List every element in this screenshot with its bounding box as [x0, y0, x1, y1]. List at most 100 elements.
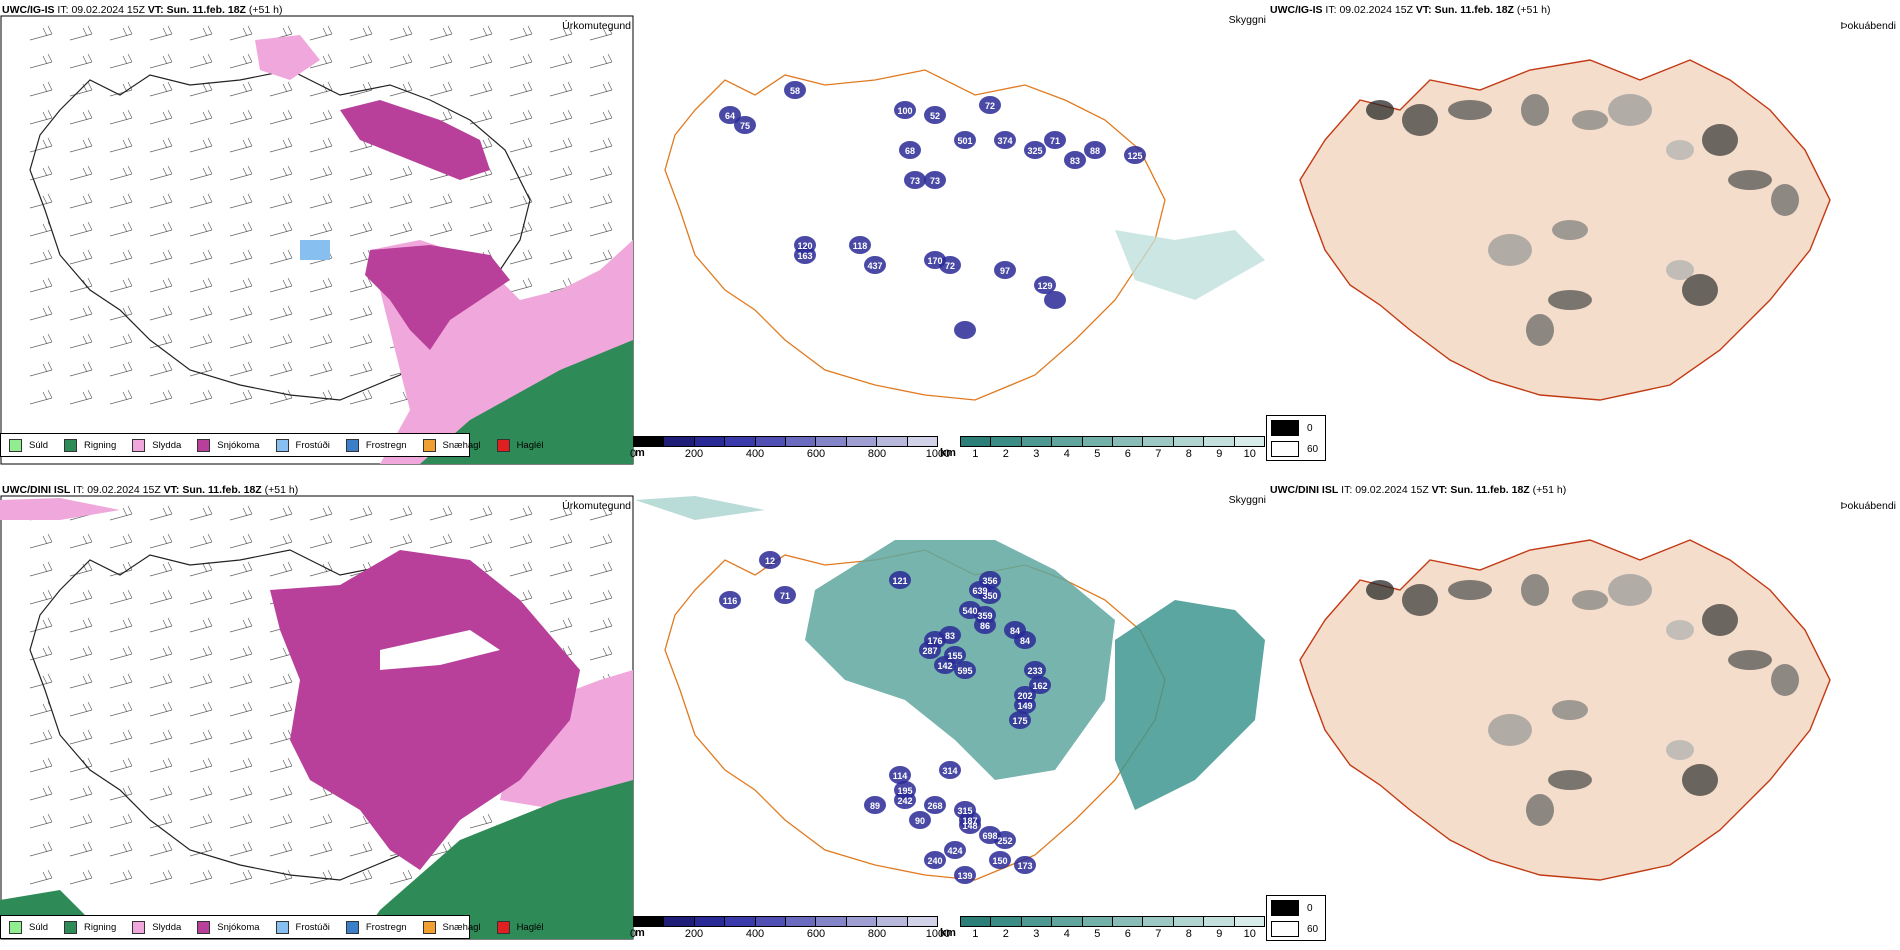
legend-label: Snjókoma [217, 439, 260, 451]
wind-barb [69, 841, 93, 857]
colorbar-tick: 6 [1124, 928, 1131, 940]
wind-barb [429, 533, 453, 549]
wind-barb [229, 813, 253, 829]
wind-barb [349, 221, 373, 237]
wind-barb [229, 249, 253, 265]
ceiling-label: 240 [927, 856, 942, 866]
wind-barb [69, 673, 93, 689]
legend-swatch [496, 438, 510, 452]
legend-item: Frostregn [345, 920, 407, 934]
colorbar-swatch [1204, 917, 1235, 926]
colorbar-swatch [664, 917, 695, 926]
wind-barb [29, 109, 53, 125]
ceiling-label: 71 [780, 591, 790, 601]
ceiling-blob [849, 236, 871, 254]
wind-barb [189, 137, 213, 153]
colorbar-tick: 200 [684, 928, 704, 940]
wind-barb [229, 53, 253, 69]
ceiling-blob [934, 656, 956, 674]
precip-type-panel-top: UWC/IG-IS IT: 09.02.2024 15Z VT: Sun. 11… [0, 0, 635, 475]
colorbar-tick: 400 [745, 928, 765, 940]
wind-barb [509, 505, 533, 521]
wind-barb [469, 81, 493, 97]
fog-blob [1771, 664, 1799, 696]
panel-title-fog: Þokuábendi [1840, 500, 1896, 512]
panel-title-fog: Þokuábendi [1840, 20, 1896, 32]
ceiling-label: 52 [930, 111, 940, 121]
wind-barb [589, 617, 613, 633]
wind-barb [229, 389, 253, 405]
colorbar-swatch [1113, 917, 1144, 926]
fog-blob [1608, 574, 1652, 606]
wind-barb [469, 533, 493, 549]
colorbar-swatch [1204, 437, 1235, 446]
legend-item: Frostúði [275, 438, 330, 452]
wind-barb [149, 193, 173, 209]
wind-barb [29, 785, 53, 801]
wind-barb [69, 333, 93, 349]
wind-barb [589, 165, 613, 181]
ceiling-label: 120 [797, 241, 812, 251]
fog-blob [1666, 260, 1694, 280]
colorbar-swatch [1052, 437, 1083, 446]
ceiling-blob [954, 131, 976, 149]
wind-barb [349, 53, 373, 69]
wind-barb [229, 165, 253, 181]
snow-area-north [340, 100, 490, 180]
fog-blob [1548, 770, 1592, 790]
colorbar-tick: 0 [629, 448, 637, 460]
wind-barb [349, 841, 373, 857]
wind-barb [269, 533, 293, 549]
wind-barb [189, 165, 213, 181]
wind-barb [509, 137, 533, 153]
visibility-map-top: 64 75 58 100 52 68 73 73 72 501 374 325 71 88 83 125 163… [664, 69, 1265, 401]
wind-barb [189, 505, 213, 521]
colorbar-swatch [1234, 437, 1265, 446]
wind-barb [189, 673, 213, 689]
ceiling-label: 148 [962, 821, 977, 831]
ceiling-blob [889, 571, 911, 589]
wind-barb [549, 165, 573, 181]
fog-blob [1448, 100, 1492, 120]
fog-blob [1771, 184, 1799, 216]
wind-barb [269, 221, 293, 237]
fog-blob [1488, 234, 1532, 266]
wind-barb [29, 869, 53, 885]
wind-barb [149, 25, 173, 41]
cloud-key-label: 0 [1307, 422, 1313, 434]
fog-blob [1548, 290, 1592, 310]
wind-barb [109, 249, 133, 265]
wind-barb [29, 533, 53, 549]
colorbar-swatch [877, 437, 908, 446]
wind-barb [389, 533, 413, 549]
wind-barb [229, 841, 253, 857]
wind-barb [549, 505, 573, 521]
wind-barb [549, 617, 573, 633]
ceiling-label: 359 [977, 611, 992, 621]
colorbar-tick: 7 [1155, 928, 1162, 940]
fog-blob [1488, 714, 1532, 746]
wind-barb [349, 193, 373, 209]
wind-barb [29, 53, 53, 69]
ceiling-blob [774, 586, 796, 604]
ceiling-blob [1009, 711, 1031, 729]
ceiling-blob [954, 321, 976, 339]
wind-barb [189, 53, 213, 69]
wind-barb [149, 277, 173, 293]
wind-barb [29, 589, 53, 605]
wind-barb [149, 645, 173, 661]
ceiling-blob [979, 96, 1001, 114]
wind-barb [69, 81, 93, 97]
wind-barb [29, 841, 53, 857]
cloud-ceiling-blobs [719, 81, 1146, 339]
wind-barb [429, 81, 453, 97]
wind-barb [189, 701, 213, 717]
wind-barb [109, 841, 133, 857]
wind-barb [189, 813, 213, 829]
cloud-ceiling-blobs [719, 551, 1051, 884]
wind-barb [389, 505, 413, 521]
fog-index-blobs [1366, 574, 1799, 826]
wind-barb [189, 617, 213, 633]
wind-barb [189, 305, 213, 321]
